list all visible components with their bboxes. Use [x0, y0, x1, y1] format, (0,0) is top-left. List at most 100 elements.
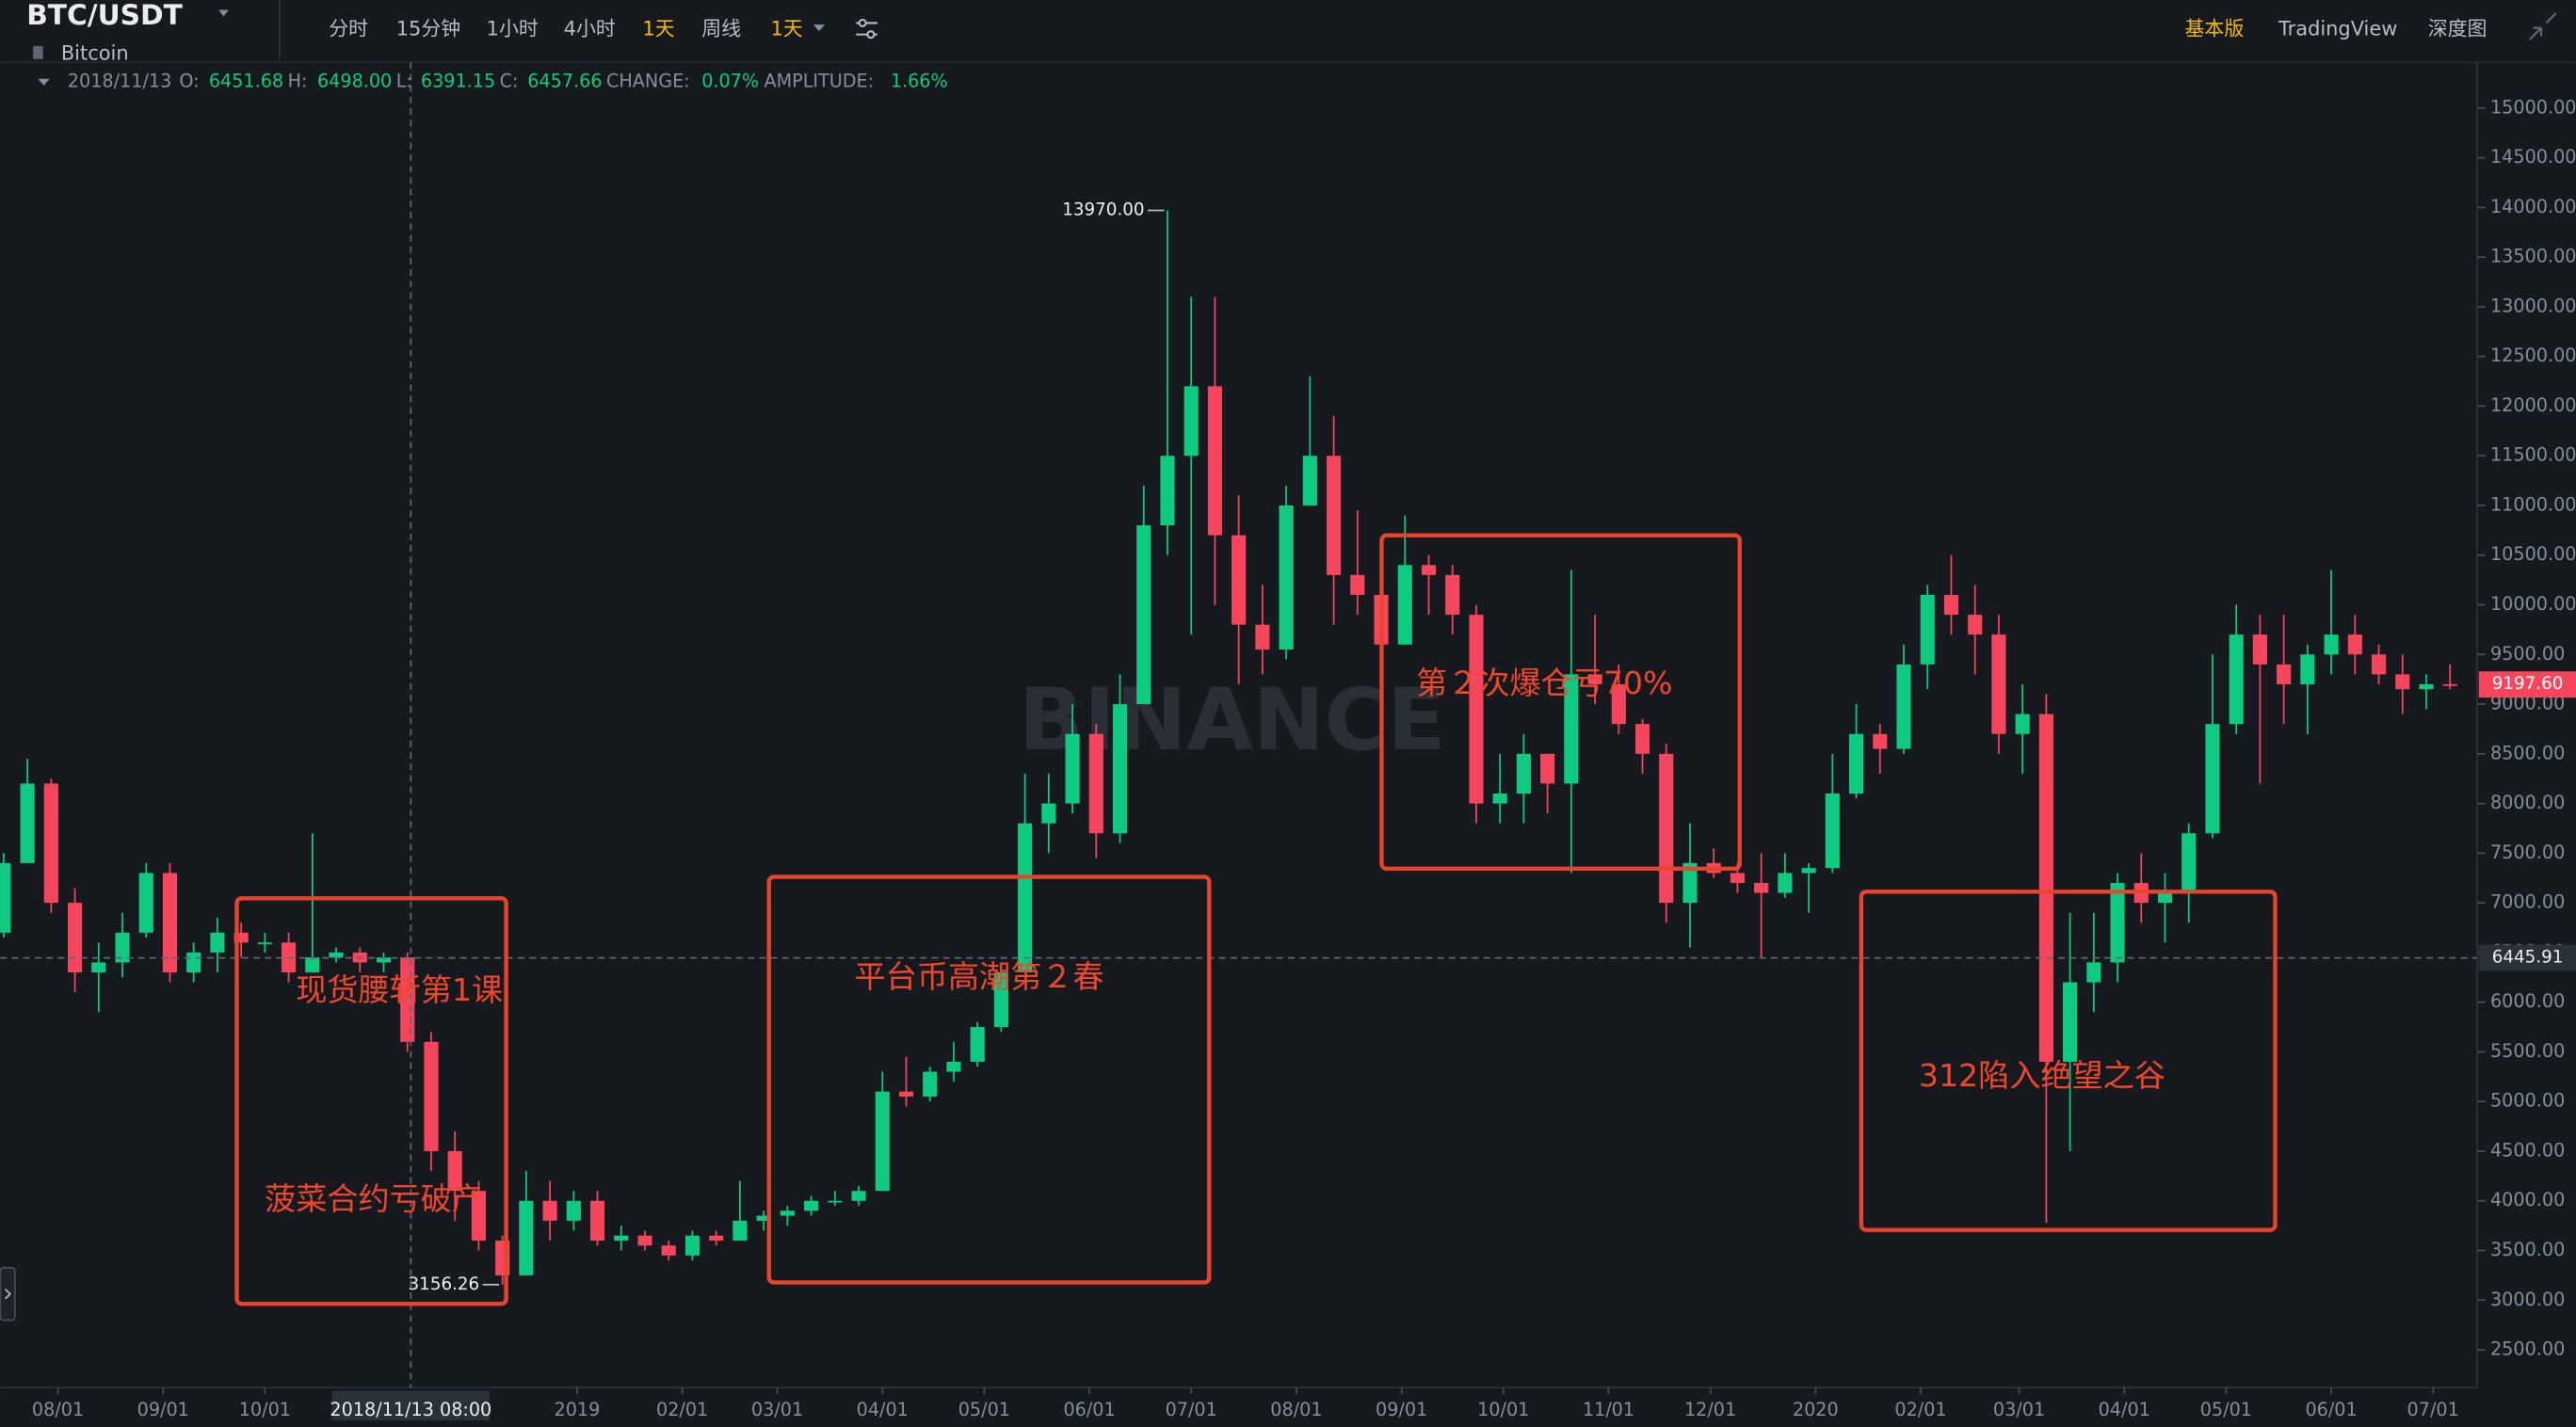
annotations: 现货腰斩第1课 菠菜合约亏破产 平台币高潮第２春 第２次爆仓亏70% 312陷入…	[234, 533, 2278, 1307]
candle-body	[1207, 386, 1223, 536]
y-tick-label: 4500.00	[2490, 1139, 2565, 1161]
candle-body	[1659, 753, 1674, 904]
candle-body	[2395, 674, 2410, 690]
candle-body	[898, 1091, 914, 1097]
crosshair-date-tag	[331, 1390, 491, 1421]
candle-body	[875, 1091, 890, 1192]
coin-icon	[33, 45, 43, 59]
x-tick-label: 12/01	[1684, 1399, 1736, 1420]
annotation-text: 平台币高潮第２春	[854, 958, 1103, 995]
view-tab[interactable]: 基本版	[2185, 17, 2245, 40]
collapse-icon[interactable]	[2529, 12, 2557, 40]
x-tick-label: 08/01	[1270, 1399, 1322, 1420]
y-tick-label: 14000.00	[2490, 196, 2576, 217]
interval[interactable]: 1小时	[487, 17, 539, 40]
x-tick-label: 02/01	[1894, 1399, 1946, 1420]
y-tick-label: 7000.00	[2490, 891, 2565, 913]
candle-body	[2182, 833, 2197, 893]
extreme-label: 13970.00	[1062, 200, 1144, 220]
y-tick-label: 8500.00	[2490, 742, 2565, 763]
y-tick-label: 2500.00	[2490, 1339, 2565, 1360]
y-tick-label: 15000.00	[2490, 96, 2576, 118]
candle-body	[519, 1200, 534, 1275]
candle-body	[1279, 505, 1294, 650]
interval[interactable]: 4小时	[564, 17, 616, 40]
dropdown-arrow[interactable]	[813, 24, 826, 32]
candle-body	[186, 952, 201, 972]
candle-body	[1302, 456, 1317, 505]
info-label: L:	[396, 71, 412, 92]
y-tick-label: 5000.00	[2490, 1090, 2565, 1112]
side-toggle-arrow[interactable]	[4, 1288, 11, 1300]
side-toggle[interactable]	[0, 1266, 16, 1322]
candle-body	[2015, 714, 2030, 734]
candle-body	[233, 932, 249, 943]
candle-body	[2086, 962, 2101, 983]
candle-body	[1065, 733, 1080, 804]
symbol-arrow[interactable]	[218, 9, 229, 17]
candle-body	[1397, 565, 1412, 645]
view-tab[interactable]: 深度图	[2428, 17, 2487, 40]
info-label: O:	[179, 71, 199, 92]
interval[interactable]: 分时	[329, 17, 368, 40]
candle-body	[2442, 683, 2457, 686]
y-tick-label: 3500.00	[2490, 1239, 2565, 1260]
y-tick-label: 3000.00	[2490, 1289, 2565, 1310]
candle-body	[2300, 654, 2315, 684]
candle-body	[1255, 624, 1270, 650]
candle-body	[2324, 634, 2339, 655]
candle-body	[828, 1200, 843, 1203]
candle-body	[1327, 456, 1342, 575]
info-value: 1.66%	[891, 71, 948, 92]
y-tick-label: 12000.00	[2490, 394, 2576, 416]
candle-body	[2371, 654, 2387, 675]
candle-body	[566, 1200, 581, 1221]
view-tab[interactable]: TradingView	[2278, 17, 2397, 40]
x-tick-label: 07/01	[1166, 1399, 1217, 1420]
candle-body	[970, 1027, 985, 1062]
x-tick-label: 2020	[1793, 1399, 1839, 1420]
candle-body	[376, 957, 392, 963]
candle-body	[1112, 704, 1128, 834]
candle-body	[2419, 683, 2434, 690]
x-tick-label: 04/01	[2099, 1399, 2150, 1420]
y-tick-label: 8000.00	[2490, 792, 2565, 813]
candle-body	[2252, 634, 2267, 665]
info-toggle[interactable]	[38, 78, 50, 86]
candle-body	[2157, 892, 2173, 904]
candle-body	[993, 971, 1008, 1028]
candle-body	[637, 1235, 652, 1246]
crosshair-price-label: 6445.91	[2492, 948, 2564, 968]
candle-body	[1778, 873, 1793, 893]
y-tick-label: 4000.00	[2490, 1189, 2565, 1211]
coin-name: Bitcoin	[61, 42, 129, 65]
last-price-tag	[2478, 671, 2576, 698]
candle-body	[447, 1150, 462, 1192]
candle-body	[43, 783, 58, 904]
candle-body	[851, 1191, 866, 1201]
candle-body	[1492, 794, 1507, 804]
symbol[interactable]: BTC/USDT	[26, 0, 183, 31]
crosshair-date-label: 2018/11/13 08:00	[330, 1399, 491, 1420]
settings-icon[interactable]	[856, 18, 877, 40]
candle-body	[780, 1211, 795, 1216]
candle-body	[1516, 753, 1531, 794]
interval[interactable]: 15分钟	[396, 17, 460, 40]
candle-body	[733, 1220, 748, 1241]
interval-dropdown[interactable]: 1天	[770, 17, 802, 40]
candle-body	[1730, 873, 1745, 884]
info-label: CHANGE:	[606, 71, 690, 92]
y-tick-label: 10000.00	[2490, 593, 2576, 615]
annotation-text: 312陷入绝望之谷	[1919, 1057, 2165, 1094]
interval[interactable]: 周线	[701, 17, 741, 40]
candle-body	[1540, 753, 1555, 784]
annotation-text: 菠菜合约亏破产	[265, 1180, 483, 1217]
x-tick-label: 02/01	[656, 1399, 708, 1420]
interval[interactable]: 1天	[642, 17, 674, 40]
candle-body	[1421, 565, 1437, 575]
info-value: 0.07%	[701, 71, 759, 92]
candle-body	[329, 952, 344, 958]
candle-body	[2063, 982, 2078, 1062]
y-tick-label: 12500.00	[2490, 345, 2576, 366]
